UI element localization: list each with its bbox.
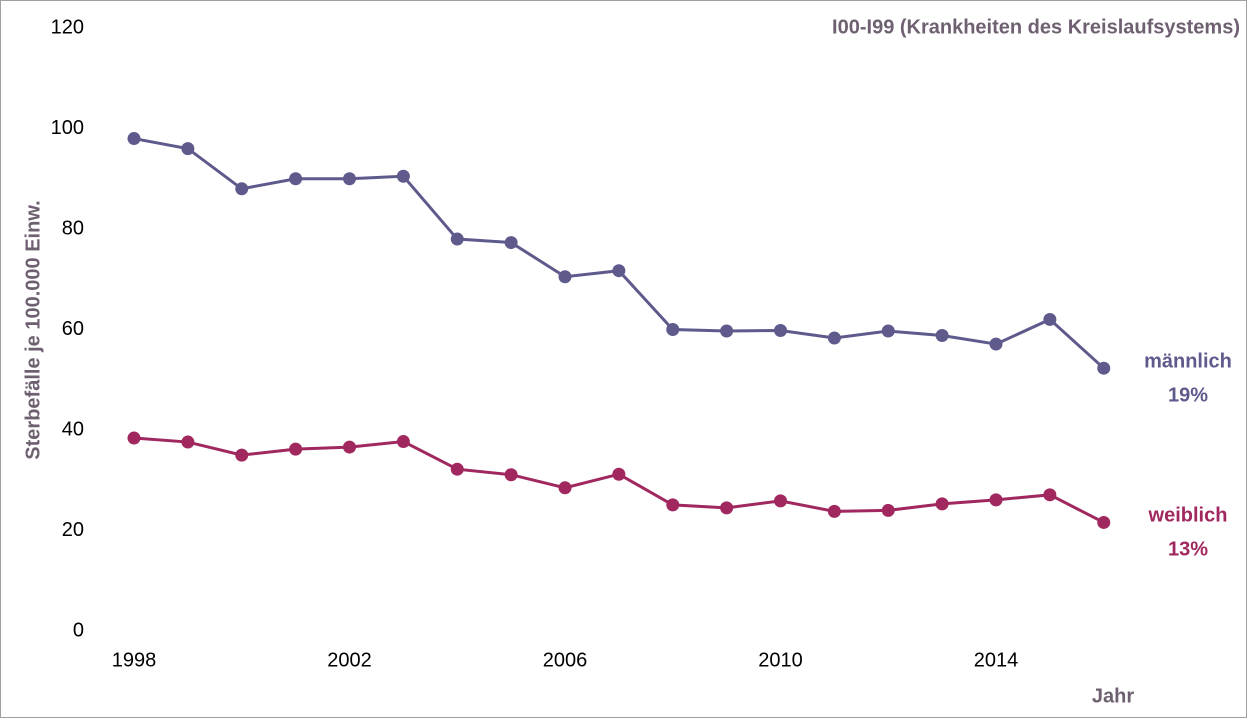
y-tick-label: 40 bbox=[62, 418, 84, 440]
data-point bbox=[1043, 312, 1057, 326]
data-point bbox=[558, 481, 572, 495]
x-axis-label: Jahr bbox=[1092, 685, 1134, 707]
data-point bbox=[1097, 361, 1111, 375]
series-annotation: 13% bbox=[1168, 539, 1208, 561]
data-point bbox=[881, 324, 895, 338]
data-point bbox=[935, 497, 949, 511]
data-point bbox=[881, 503, 895, 517]
series-label: männlich bbox=[1144, 350, 1232, 372]
data-point bbox=[612, 264, 626, 278]
data-point bbox=[827, 504, 841, 518]
data-point bbox=[181, 142, 195, 156]
data-point bbox=[289, 442, 303, 456]
data-point bbox=[827, 331, 841, 345]
data-point bbox=[396, 169, 410, 183]
data-point bbox=[774, 324, 787, 338]
x-tick-label: 2006 bbox=[543, 649, 588, 671]
data-point bbox=[450, 462, 464, 476]
y-tick-label: 100 bbox=[51, 117, 84, 139]
y-tick-label: 20 bbox=[62, 519, 84, 541]
data-point bbox=[558, 270, 572, 284]
data-point bbox=[935, 329, 949, 343]
data-point bbox=[450, 232, 464, 246]
chart-title: I00-I99 (Krankheiten des Kreislaufsystem… bbox=[832, 16, 1240, 38]
x-tick-label: 2014 bbox=[974, 649, 1019, 671]
data-point bbox=[181, 435, 195, 449]
y-tick-label: 0 bbox=[73, 619, 84, 641]
data-point bbox=[396, 435, 410, 449]
data-point bbox=[720, 324, 734, 338]
y-axis-label: Sterbefälle je 100.000 Einw. bbox=[22, 200, 44, 459]
data-point bbox=[235, 448, 249, 462]
data-point bbox=[289, 172, 303, 186]
data-point bbox=[235, 182, 249, 196]
data-point bbox=[343, 440, 356, 454]
data-point bbox=[612, 467, 626, 481]
data-point bbox=[504, 468, 518, 482]
data-point bbox=[1043, 488, 1057, 502]
x-tick-label: 2010 bbox=[758, 649, 803, 671]
x-tick-label: 2002 bbox=[327, 649, 372, 671]
data-point bbox=[127, 132, 141, 146]
y-tick-label: 60 bbox=[62, 318, 84, 340]
data-point bbox=[343, 172, 356, 186]
y-tick-label: 120 bbox=[51, 16, 84, 38]
series-annotation: 19% bbox=[1168, 384, 1208, 406]
series-label: weiblich bbox=[1148, 505, 1228, 527]
data-point bbox=[1097, 515, 1111, 529]
y-tick-label: 80 bbox=[62, 217, 84, 239]
data-point bbox=[504, 236, 518, 250]
data-point bbox=[666, 498, 680, 512]
data-point bbox=[774, 494, 787, 508]
data-point bbox=[989, 337, 1003, 351]
data-point bbox=[127, 431, 141, 445]
x-tick-label: 1998 bbox=[112, 649, 157, 671]
data-point bbox=[720, 501, 734, 515]
data-point bbox=[989, 493, 1003, 507]
data-point bbox=[666, 323, 680, 336]
